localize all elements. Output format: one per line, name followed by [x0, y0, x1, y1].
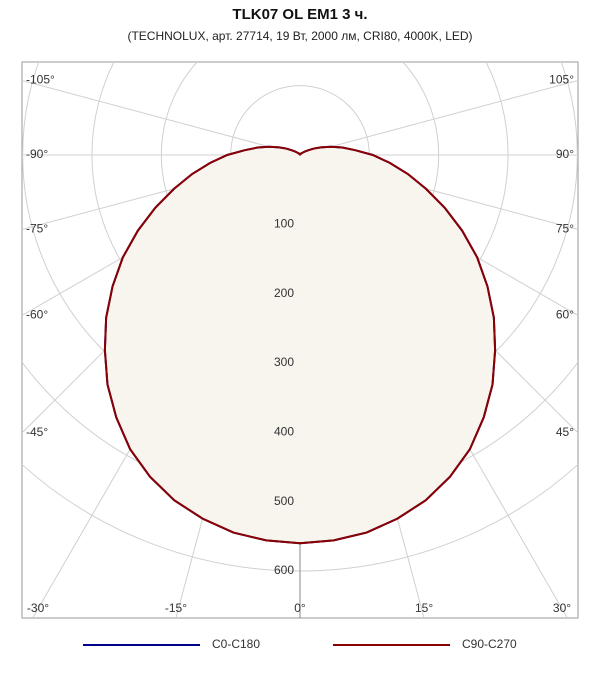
theta-tick-label: -60°	[26, 308, 48, 322]
theta-tick-label: -30°	[27, 601, 49, 615]
curve-fill	[300, 146, 496, 544]
theta-tick-label: -45°	[26, 425, 48, 439]
legend-label: C0-C180	[212, 637, 260, 651]
theta-tick-label: -15°	[165, 601, 187, 615]
r-tick-label: 500	[274, 494, 294, 508]
legend-label: C90-C270	[462, 637, 517, 651]
r-tick-label: 200	[274, 286, 294, 300]
r-tick-label: 600	[274, 563, 294, 577]
theta-tick-label: -90°	[26, 147, 48, 161]
curve-fill	[104, 146, 300, 544]
curve	[299, 145, 497, 545]
theta-tick-label: 15°	[415, 601, 433, 615]
theta-tick-label: 105°	[549, 73, 574, 87]
chart-subtitle: (TECHNOLUX, арт. 27714, 19 Вт, 2000 лм, …	[127, 29, 472, 43]
theta-tick-label: -105°	[26, 73, 55, 87]
theta-tick-label: 90°	[556, 147, 574, 161]
labels: 100 200 300 400 500 600 -105° -90° -75° -60° -45° -…	[26, 73, 574, 615]
theta-tick-label: 45°	[556, 425, 574, 439]
grid-line	[22, 80, 301, 156]
r-tick-label: 400	[274, 425, 294, 439]
r-tick-label: 100	[274, 217, 294, 231]
curves	[103, 145, 497, 545]
theta-tick-label: 30°	[553, 601, 571, 615]
theta-tick-label: 0°	[294, 601, 306, 615]
theta-tick-label: -75°	[26, 222, 48, 236]
curve	[103, 145, 301, 545]
theta-tick-label: 75°	[556, 222, 574, 236]
chart-title: TLK07 OL EM1 3 ч.	[232, 6, 367, 23]
theta-tick-label: 60°	[556, 308, 574, 322]
r-tick-label: 300	[274, 355, 294, 369]
grid-line	[299, 80, 578, 156]
